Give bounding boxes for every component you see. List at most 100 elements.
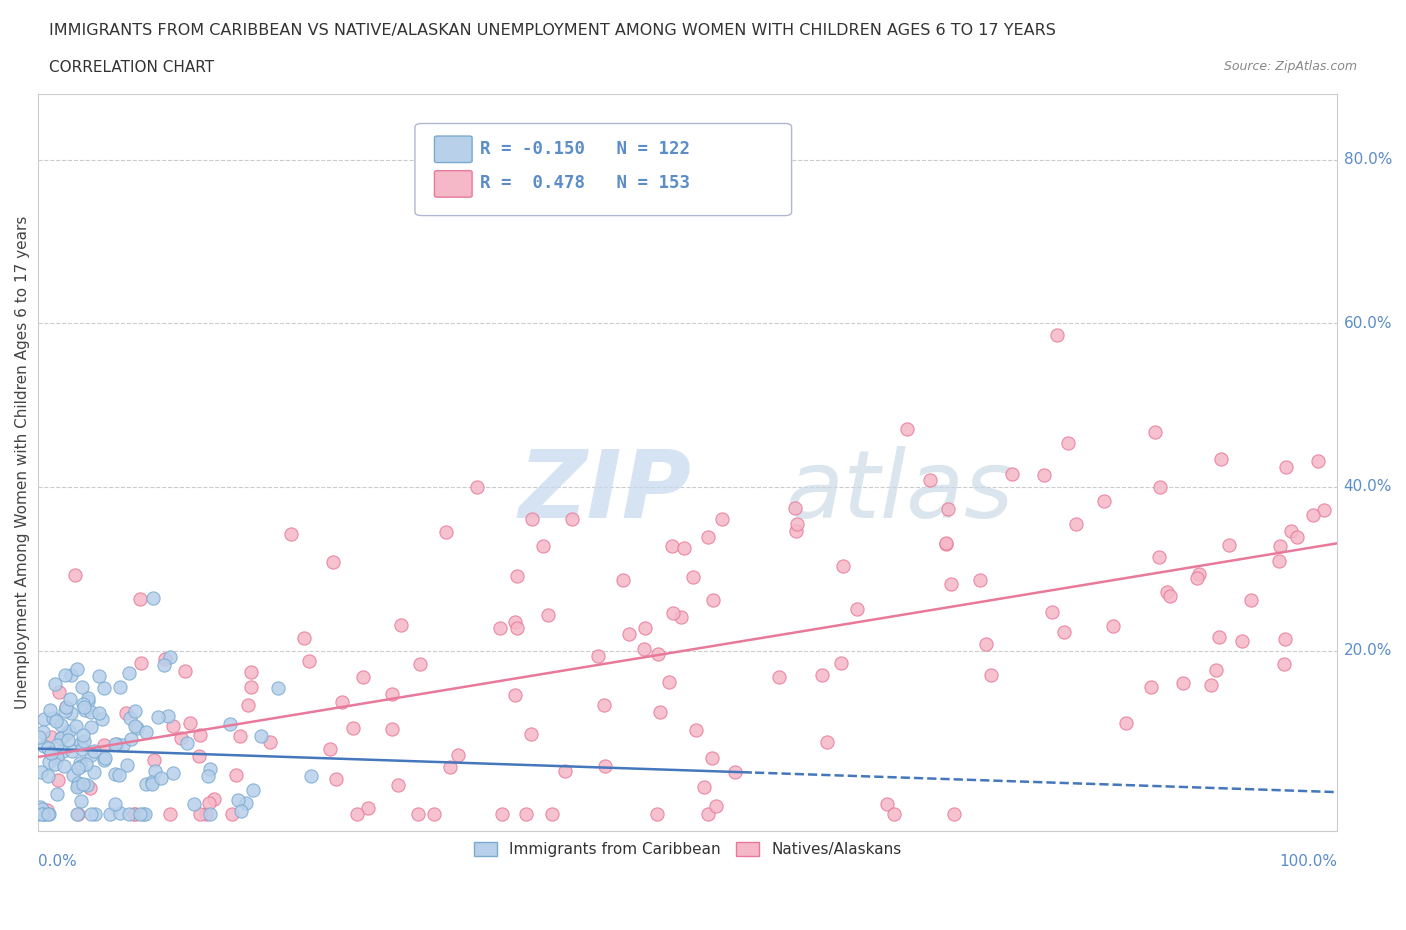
Point [240,665,263,680]
Point [682,569,704,584]
Text: 100.0%: 100.0% [1279,854,1337,870]
Point [120,732,142,747]
Point [520,726,543,741]
Point [935,537,957,551]
Point [76,690,98,705]
Point [768,670,790,684]
FancyBboxPatch shape [415,124,792,216]
Text: Source: ZipAtlas.com: Source: ZipAtlas.com [1223,60,1357,73]
Point [194,807,217,822]
Point [447,748,470,763]
Point [75,756,97,771]
Point [55,699,77,714]
Point [724,764,747,779]
Point [785,500,807,515]
Point [188,807,211,822]
Point [221,807,243,822]
Point [39,729,62,744]
Point [51,718,73,733]
Point [439,760,461,775]
Point [69,793,91,808]
Point [70,736,93,751]
Point [132,807,155,822]
Point [127,721,149,736]
Point [1147,550,1170,565]
Point [52,758,75,773]
Point [98,807,121,822]
Point [46,749,69,764]
Point [142,752,165,767]
Point [159,649,181,664]
Point [1312,503,1334,518]
Point [91,711,114,726]
Point [1032,468,1054,483]
Point [586,649,609,664]
Point [129,591,152,606]
Point [72,697,94,711]
Text: CORRELATION CHART: CORRELATION CHART [49,60,214,75]
Point [830,656,852,671]
Point [491,807,513,822]
Point [83,764,105,779]
Point [936,501,959,516]
Point [39,746,62,761]
Point [46,737,69,752]
Point [115,705,138,720]
Point [44,757,66,772]
Point [62,768,84,783]
Point [124,719,146,734]
Point [515,807,537,822]
Point [44,677,66,692]
Point [80,807,103,822]
Point [520,512,543,526]
Point [342,721,364,736]
Point [346,807,368,822]
Point [1205,662,1227,677]
Point [174,664,197,679]
Point [129,807,152,822]
Point [170,730,193,745]
Text: 80.0%: 80.0% [1344,152,1392,167]
Point [1046,328,1069,343]
Point [1302,508,1324,523]
Point [59,691,82,706]
Point [93,737,115,752]
Point [66,807,89,822]
Text: atlas: atlas [785,446,1014,538]
Point [104,737,127,751]
Point [198,795,221,810]
Point [357,801,380,816]
FancyBboxPatch shape [434,136,472,163]
Point [67,760,90,775]
Point [540,807,562,822]
Point [32,724,55,739]
Point [231,804,253,818]
Point [811,668,834,683]
Point [786,517,808,532]
Point [381,686,404,701]
Point [658,674,681,689]
Point [110,805,132,820]
Point [105,737,128,752]
Point [1199,678,1222,693]
Point [645,807,668,822]
Point [1208,630,1230,644]
Point [28,730,51,745]
Point [31,807,53,822]
Point [188,749,211,764]
Point [73,733,96,748]
Point [153,651,176,666]
Point [617,627,640,642]
Point [197,768,219,783]
Point [409,656,432,671]
Point [31,802,53,817]
Point [1092,494,1115,509]
Point [58,733,80,748]
Point [1218,538,1240,552]
Point [434,525,457,539]
Point [198,807,221,822]
Point [65,780,87,795]
Point [406,807,429,822]
Point [131,656,153,671]
Point [1143,424,1166,439]
